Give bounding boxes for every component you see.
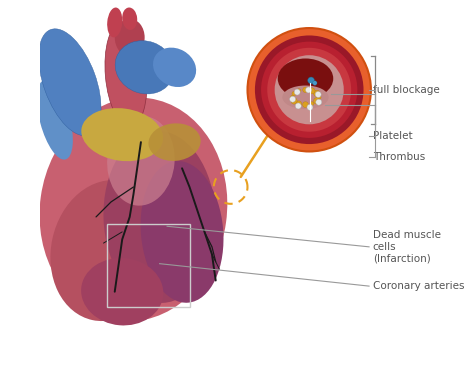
Circle shape [303,87,308,93]
Circle shape [306,87,311,93]
Circle shape [261,42,357,138]
Ellipse shape [105,22,147,127]
Ellipse shape [107,7,122,37]
Ellipse shape [107,116,175,206]
Circle shape [302,102,309,108]
Circle shape [316,99,322,105]
Ellipse shape [39,98,228,321]
Ellipse shape [82,108,163,161]
Circle shape [294,89,300,95]
Circle shape [292,91,296,96]
Circle shape [247,28,371,151]
Circle shape [274,55,344,124]
Circle shape [267,48,351,132]
Ellipse shape [122,7,137,30]
Circle shape [307,104,313,110]
Text: Platelet: Platelet [373,131,412,141]
Ellipse shape [283,86,328,109]
Text: full blockage: full blockage [373,85,439,95]
Ellipse shape [148,123,201,161]
Text: Thrombus: Thrombus [373,151,425,162]
Circle shape [312,81,317,85]
Circle shape [291,98,297,104]
Ellipse shape [278,58,333,99]
Circle shape [291,95,294,99]
Ellipse shape [37,80,73,160]
Circle shape [255,36,364,144]
Circle shape [315,92,321,98]
Bar [107,224,190,307]
Circle shape [310,102,314,105]
Ellipse shape [50,180,164,321]
Ellipse shape [39,29,101,136]
Ellipse shape [153,47,196,87]
Circle shape [314,98,320,104]
Ellipse shape [115,19,145,56]
Circle shape [296,101,301,107]
Ellipse shape [141,161,224,303]
Ellipse shape [81,258,164,325]
Circle shape [290,96,296,102]
Circle shape [295,103,301,109]
Ellipse shape [103,131,216,303]
Text: Dead muscle
cells
(Infarction): Dead muscle cells (Infarction) [373,230,441,263]
Circle shape [314,90,320,97]
Text: Coronary arteries: Coronary arteries [373,281,465,291]
Circle shape [308,77,314,84]
Ellipse shape [115,41,174,94]
Circle shape [316,95,321,99]
Circle shape [297,89,301,93]
Circle shape [309,88,315,94]
